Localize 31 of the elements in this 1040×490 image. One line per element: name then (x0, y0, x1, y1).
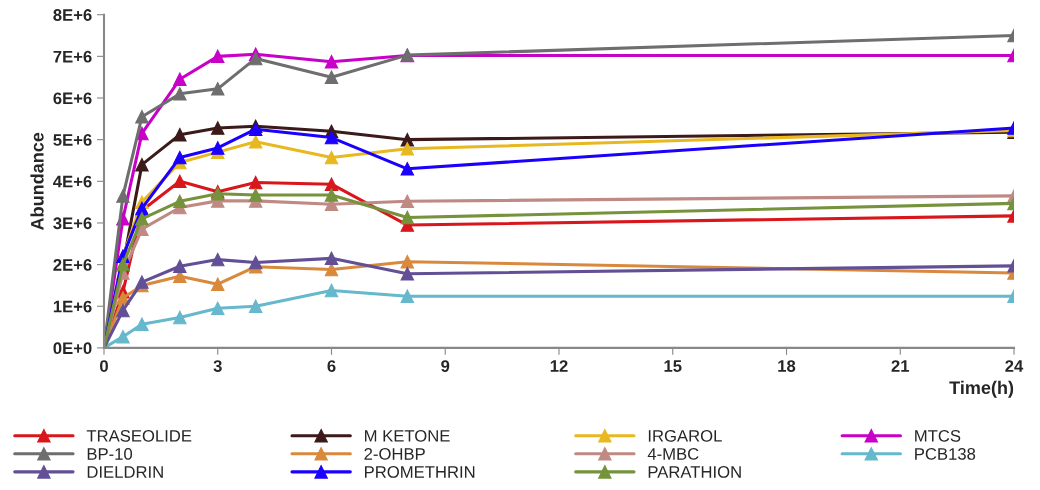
y-tick-label: 8E+6 (53, 9, 92, 21)
y-axis-title: Abundance (30, 132, 44, 230)
y-tick-label: 4E+6 (53, 175, 92, 188)
x-tick-label: 21 (891, 360, 910, 372)
x-axis-title: Time(h) (949, 380, 1014, 398)
legend-label: 4-MBC (647, 448, 699, 460)
y-tick-label: 5E+6 (53, 134, 92, 146)
y-tick-label: 2E+6 (53, 259, 92, 271)
x-tick-label: 12 (550, 360, 568, 372)
legend-label: PARATHION (648, 466, 741, 478)
y-tick-label: 6E+6 (53, 92, 92, 105)
legend-label: MTCS (915, 429, 961, 442)
legend-label: M KETONE (365, 429, 450, 442)
y-tick-label: 3E+6 (53, 217, 92, 230)
legend-label: DIELDRIN (87, 466, 163, 478)
legend-label: PCB138 (915, 448, 976, 460)
legend-label: IRGAROL (648, 429, 722, 442)
x-tick-label: 6 (327, 360, 336, 372)
x-tick-label: 3 (213, 360, 222, 372)
y-tick-label: 0E+0 (53, 342, 92, 355)
legend-label: TRASEOLIDE (86, 429, 192, 442)
legend-label: 2-OHBP (364, 448, 425, 460)
y-tick-label: 1E+6 (53, 300, 92, 313)
x-tick-label: 15 (664, 360, 682, 372)
x-tick-label: 9 (441, 360, 450, 372)
legend-label: BP-10 (87, 448, 133, 460)
x-tick-label: 0 (100, 360, 108, 372)
legend-label: PROMETHRIN (365, 466, 475, 478)
x-tick-label: 18 (778, 360, 796, 372)
x-tick-label: 24 (1005, 360, 1024, 372)
y-tick-label: 7E+6 (53, 50, 92, 63)
